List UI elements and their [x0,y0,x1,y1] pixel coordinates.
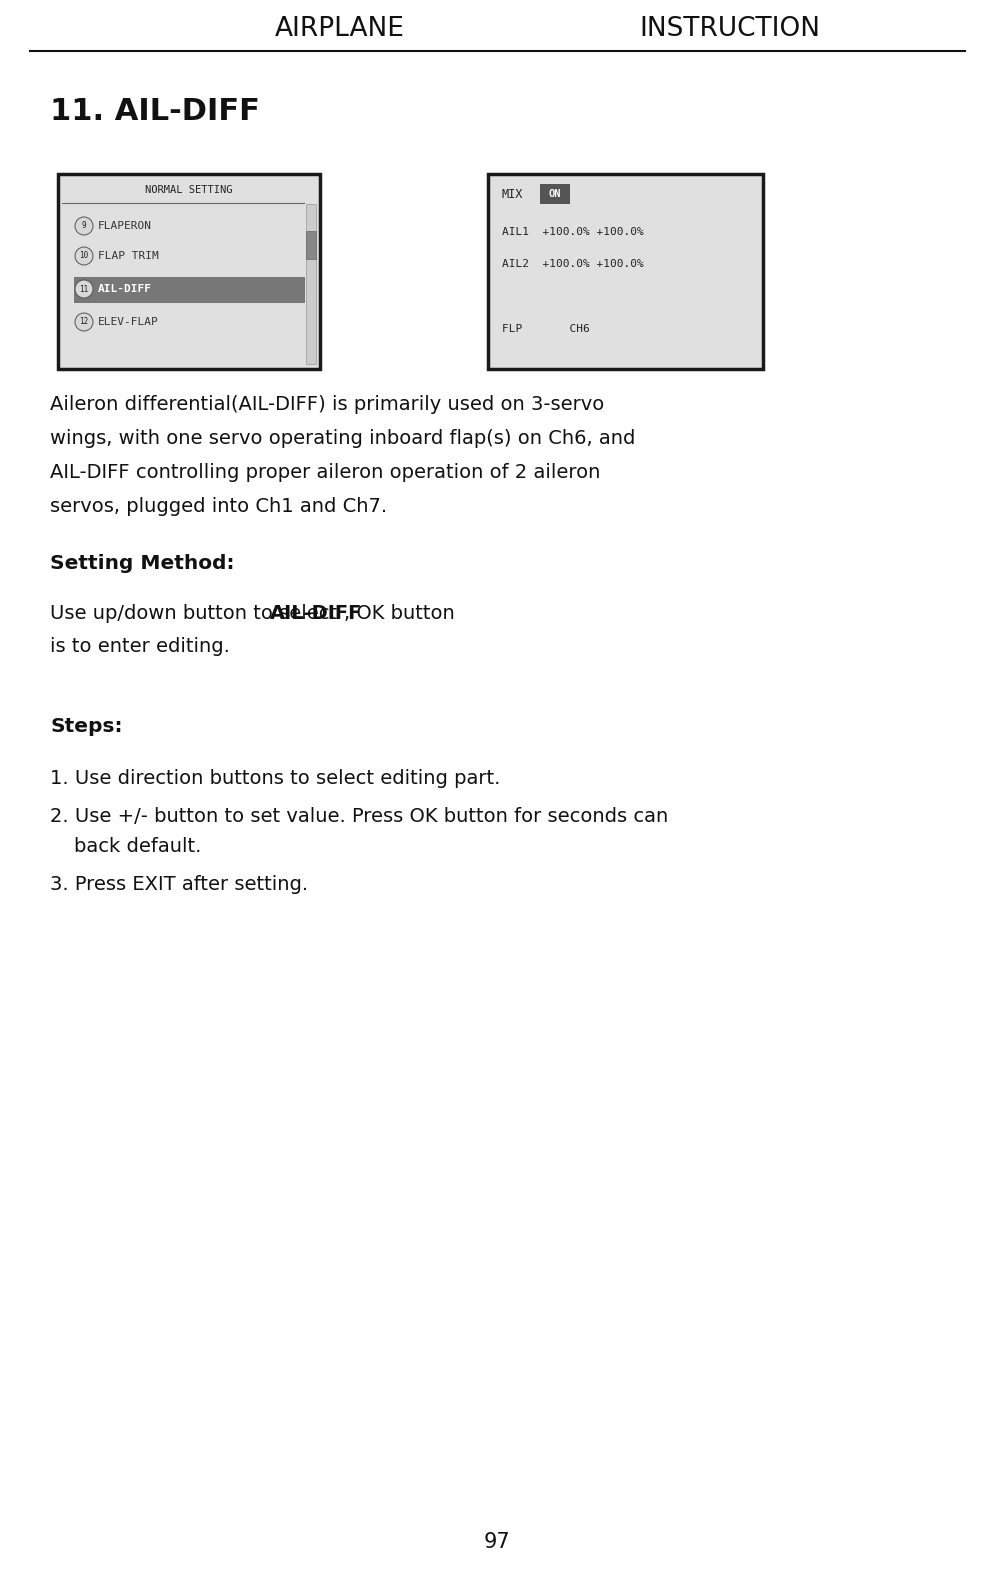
Text: servos, plugged into Ch1 and Ch7.: servos, plugged into Ch1 and Ch7. [50,496,387,516]
Text: ELEV-FLAP: ELEV-FLAP [97,316,159,327]
Bar [487,175,762,368]
Text: NORMAL SETTING: NORMAL SETTING [145,186,233,195]
Text: AIRPLANE: AIRPLANE [274,16,405,42]
Text: 11. AIL-DIFF: 11. AIL-DIFF [50,96,259,126]
Circle shape [75,247,92,264]
Text: 9: 9 [82,222,86,230]
Text: AIL1  +100.0% +100.0%: AIL1 +100.0% +100.0% [502,227,643,238]
Text: FLP       CH6: FLP CH6 [502,324,589,334]
Text: MIX: MIX [502,187,523,200]
Text: 97: 97 [483,1532,510,1552]
Bar [58,175,320,368]
Text: Steps:: Steps: [50,718,122,737]
Text: INSTRUCTION: INSTRUCTION [639,16,820,42]
Text: 3. Press EXIT after setting.: 3. Press EXIT after setting. [50,875,308,894]
Text: back default.: back default. [74,837,201,856]
Text: 12: 12 [80,318,88,326]
Text: 11: 11 [80,285,88,293]
Bar [74,277,305,304]
Text: AIL-DIFF: AIL-DIFF [97,283,152,294]
Text: ON: ON [549,189,561,198]
Text: Aileron differential(AIL-DIFF) is primarily used on 3-servo: Aileron differential(AIL-DIFF) is primar… [50,395,603,414]
Bar [306,205,316,364]
Text: is to enter editing.: is to enter editing. [50,637,230,656]
Text: Use up/down button to select: Use up/down button to select [50,604,343,623]
Text: FLAPERON: FLAPERON [97,220,152,231]
Bar [306,231,316,260]
Text: AIL2  +100.0% +100.0%: AIL2 +100.0% +100.0% [502,260,643,269]
Circle shape [75,313,92,331]
Text: 2. Use +/- button to set value. Press OK button for seconds can: 2. Use +/- button to set value. Press OK… [50,807,668,826]
Text: AIL-DIFF: AIL-DIFF [270,604,363,623]
Circle shape [75,280,92,297]
Text: 1. Use direction buttons to select editing part.: 1. Use direction buttons to select editi… [50,770,500,789]
Text: Setting Method:: Setting Method: [50,554,235,573]
Text: FLAP TRIM: FLAP TRIM [97,250,159,261]
Text: 10: 10 [80,252,88,261]
Bar [540,184,570,205]
Circle shape [75,217,92,235]
Text: , OK button: , OK button [344,604,454,623]
Text: AIL-DIFF controlling proper aileron operation of 2 aileron: AIL-DIFF controlling proper aileron oper… [50,463,599,482]
Text: wings, with one servo operating inboard flap(s) on Ch6, and: wings, with one servo operating inboard … [50,428,635,447]
